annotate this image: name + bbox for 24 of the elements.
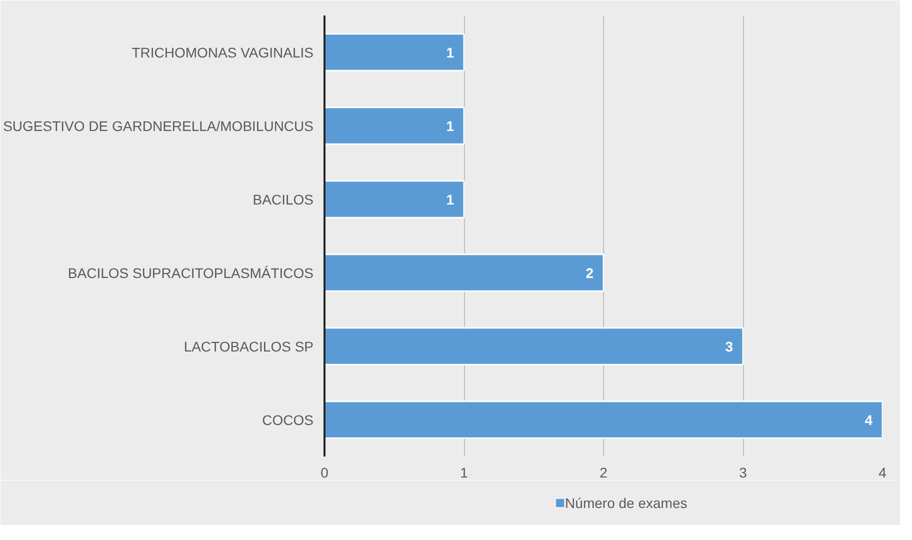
legend-label: Número de exames: [565, 495, 688, 511]
bar: [324, 106, 465, 145]
bar: [324, 180, 465, 218]
y-tick-label: COCOS: [262, 412, 314, 428]
x-tick-label: 3: [739, 464, 748, 480]
x-tick-label: 1: [460, 464, 468, 480]
data-label: 1: [446, 118, 454, 134]
y-tick-label: LACTOBACILOS SP: [184, 338, 314, 354]
x-tick-label: 0: [320, 464, 329, 480]
data-label: 1: [446, 44, 454, 60]
y-tick-label: BACILOS: [252, 191, 314, 208]
x-tick-label: 4: [878, 464, 887, 480]
x-tick-label: 2: [600, 464, 608, 480]
bar: [324, 400, 882, 439]
data-label: 4: [864, 412, 873, 428]
data-label: 3: [725, 338, 734, 354]
data-label: 2: [586, 264, 594, 281]
y-tick-label: BACILOS SUPRACITOPLASMÁTICOS: [68, 264, 314, 281]
bar: [324, 254, 604, 292]
bar: [324, 33, 465, 72]
data-label: 1: [446, 191, 454, 208]
bar: [324, 327, 744, 366]
y-tick-label: SUGESTIVO DE GARDNERELLA/MOBILUNCUS: [3, 118, 314, 134]
y-tick-label: TRICHOMONAS VAGINALIS: [132, 44, 314, 60]
